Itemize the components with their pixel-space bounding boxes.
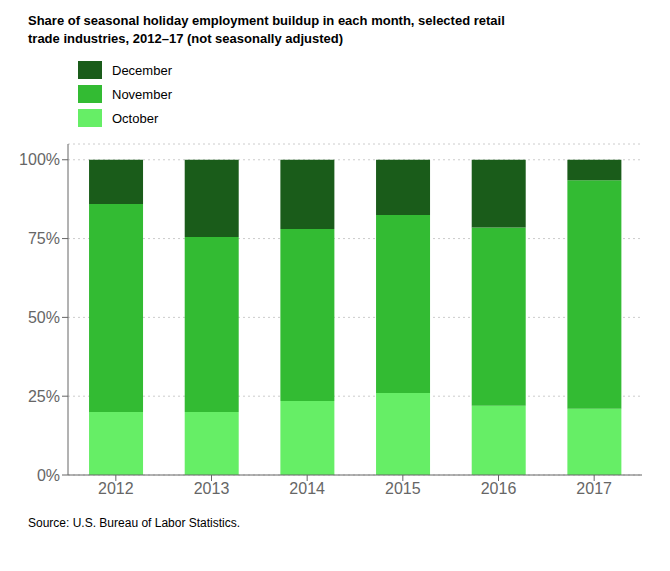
html-text:December: December bbox=[112, 62, 172, 78]
svg-text:2012: 2012 bbox=[98, 480, 134, 497]
html-text:Source: U.S. Bureau of Labor S: Source: U.S. Bureau of Labor Statistics. bbox=[28, 516, 241, 530]
svg-text:25%: 25% bbox=[28, 388, 60, 405]
svg-text:50%: 50% bbox=[28, 309, 60, 326]
svg-text:2015: 2015 bbox=[385, 480, 421, 497]
svg-text:100%: 100% bbox=[19, 151, 60, 168]
svg-text:2014: 2014 bbox=[289, 480, 325, 497]
svg-text:75%: 75% bbox=[28, 230, 60, 247]
svg-text:0%: 0% bbox=[37, 467, 60, 484]
html-text:trade industries, 2012–17 (not: trade industries, 2012–17 (not seasonall… bbox=[28, 31, 343, 46]
svg-text:2017: 2017 bbox=[576, 480, 612, 497]
html-text:Share of seasonal holiday empl: Share of seasonal holiday employment bui… bbox=[28, 13, 505, 28]
svg-text:2013: 2013 bbox=[194, 480, 230, 497]
html-text:November: November bbox=[112, 86, 172, 102]
html-text:October: October bbox=[112, 110, 159, 126]
svg-text:2016: 2016 bbox=[481, 480, 517, 497]
